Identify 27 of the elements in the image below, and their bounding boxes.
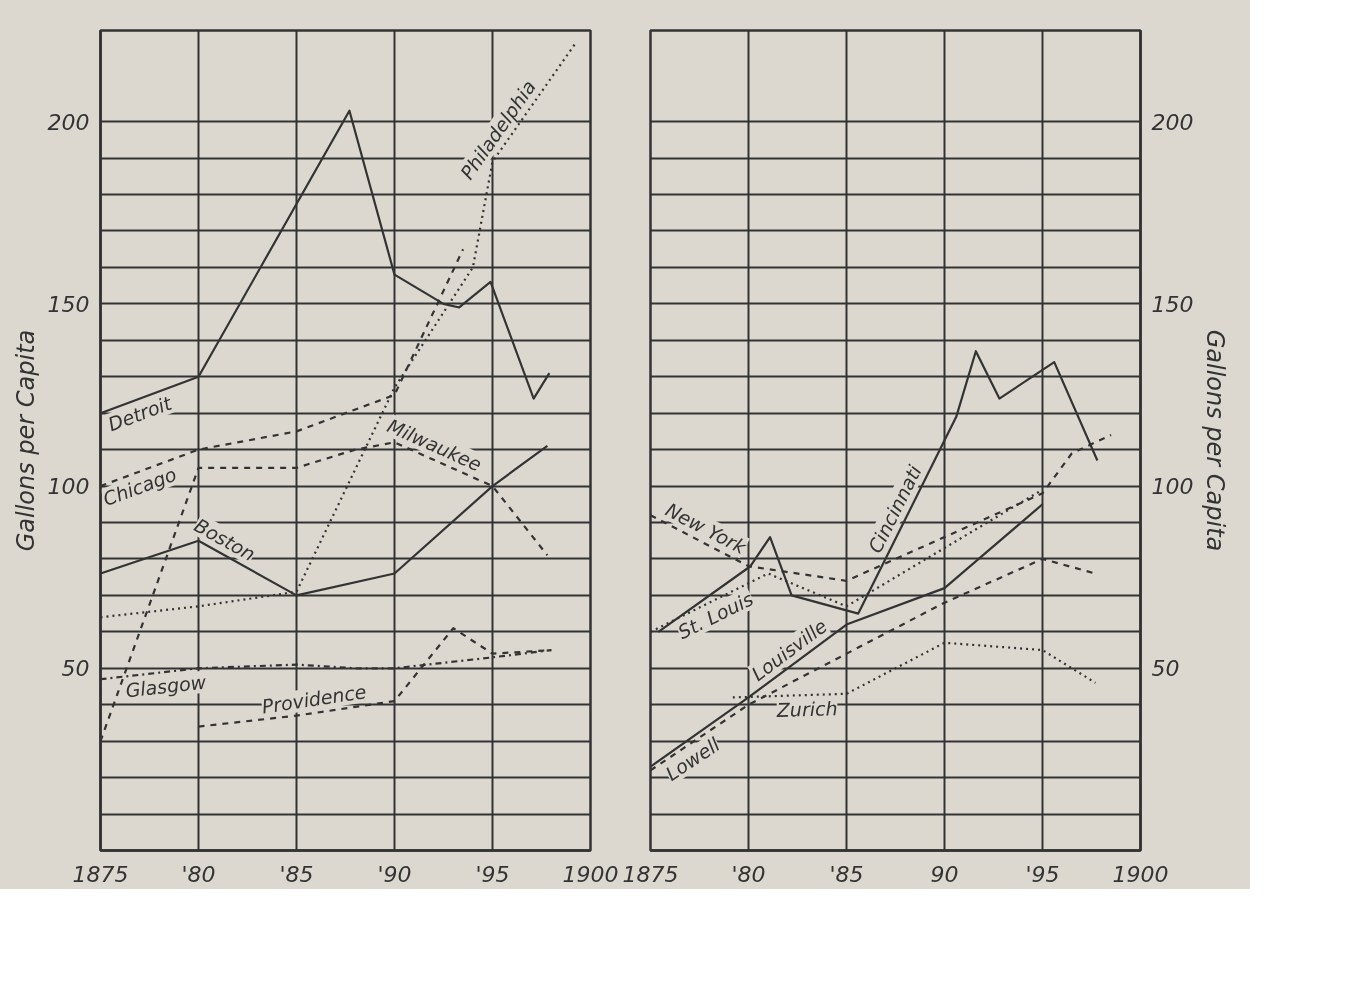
series-label: Zurich xyxy=(775,697,838,722)
y-tick-label: 150 xyxy=(1151,291,1194,317)
y-axis-title: Gallons per Capita xyxy=(1201,329,1230,552)
x-tick-label: 1875 xyxy=(622,861,679,887)
x-tick-label: 1900 xyxy=(1112,861,1169,887)
y-tick-label: 200 xyxy=(1151,109,1194,135)
x-tick-label: 1875 xyxy=(72,861,129,887)
text: Providence xyxy=(260,680,368,718)
text: St. Louis xyxy=(674,587,757,644)
y-tick-label: 150 xyxy=(47,291,90,317)
y-tick-label: 100 xyxy=(1151,474,1194,500)
x-tick-label: 1900 xyxy=(562,861,619,887)
y-tick-label: 200 xyxy=(47,109,90,135)
text: New York xyxy=(662,498,751,559)
x-tick-label: '95 xyxy=(1025,861,1060,887)
y-axis-title: Gallons per Capita xyxy=(11,329,40,552)
x-tick-label: '90 xyxy=(377,861,412,887)
y-tick-label: 50 xyxy=(1151,656,1180,682)
x-tick-label: '95 xyxy=(475,861,510,887)
x-tick-label: '85 xyxy=(829,861,864,887)
y-tick-label: 50 xyxy=(61,656,90,682)
text: Glasgow xyxy=(124,670,208,702)
x-tick-label: '80 xyxy=(731,861,766,887)
x-tick-label: '85 xyxy=(279,861,314,887)
x-tick-label: 90 xyxy=(930,861,959,887)
x-tick-label: '80 xyxy=(181,861,216,887)
y-tick-label: 100 xyxy=(47,474,90,500)
